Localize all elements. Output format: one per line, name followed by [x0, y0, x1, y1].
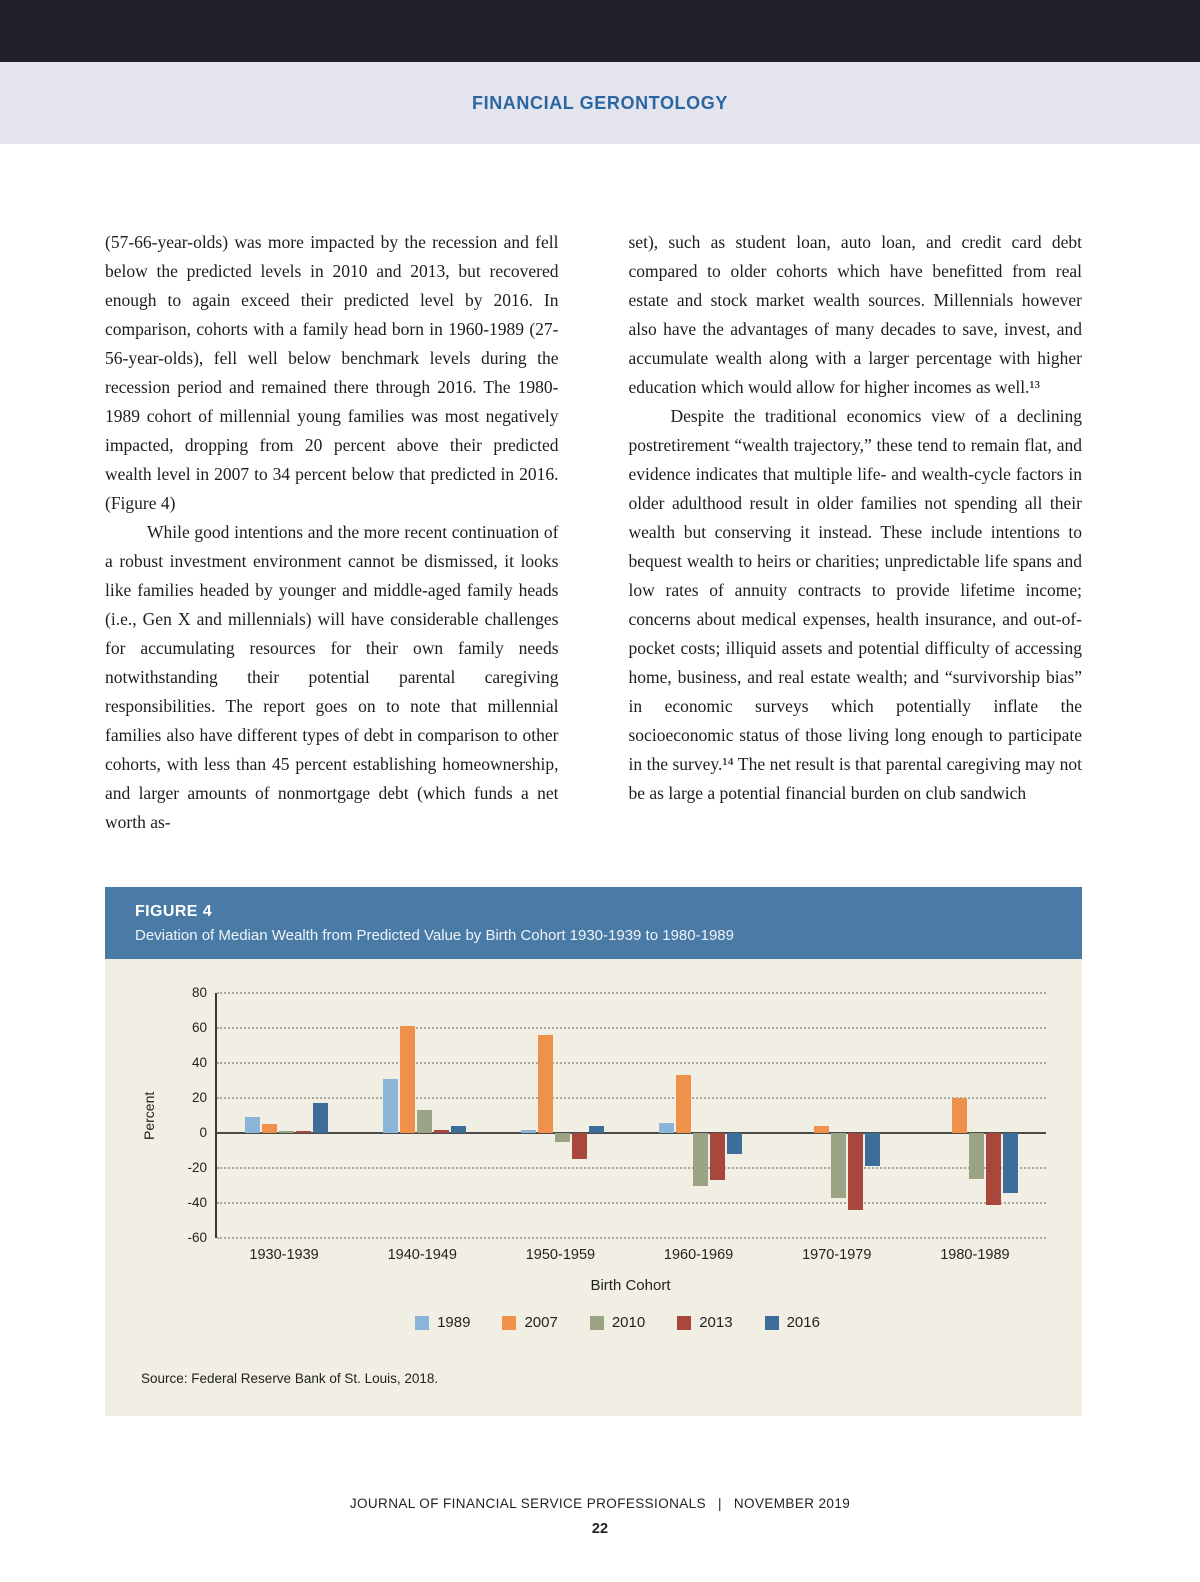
page-header-title: FINANCIAL GERONTOLOGY: [472, 92, 728, 113]
y-tick-label: 40: [191, 1055, 207, 1070]
bar-2010-1970-1979: [831, 1133, 847, 1198]
x-tick-label: 1930-1939: [249, 1247, 319, 1263]
grid-line: [217, 1167, 1046, 1169]
figure-header: FIGURE 4 Deviation of Median Wealth from…: [105, 887, 1082, 959]
figure-title: Deviation of Median Wealth from Predicte…: [135, 927, 734, 944]
x-tick-label: 1970-1979: [802, 1247, 872, 1263]
article-body: (57-66-year-olds) was more impacted by t…: [105, 228, 1082, 837]
bar-2016-1950-1959: [588, 1126, 604, 1133]
bar-2010-1940-1949: [416, 1110, 432, 1133]
legend-swatch: [764, 1315, 779, 1330]
page-footer: JOURNAL OF FINANCIAL SERVICE PROFESSIONA…: [0, 1496, 1200, 1537]
chart-legend: 1989 2007 2010 2013 2016: [141, 1314, 1046, 1331]
grid-line: [217, 1027, 1046, 1029]
x-tick-label: 1980-1989: [940, 1247, 1010, 1263]
bar-2010-1960-1969: [693, 1133, 709, 1186]
bar-1989-1940-1949: [382, 1078, 398, 1133]
legend-item-2016: 2016: [764, 1314, 820, 1331]
legend-item-2010: 2010: [589, 1314, 646, 1331]
plot-area: [215, 992, 1046, 1239]
zero-axis-line: [217, 1132, 1046, 1134]
grid-line: [217, 1097, 1046, 1099]
bar-2010-1930-1939: [278, 1131, 294, 1133]
y-tick-label: -20: [187, 1160, 207, 1175]
y-axis-tick-labels: 80 60 40 20 0 -20 -40 -60: [163, 985, 207, 1245]
bar-2007-1950-1959: [537, 1035, 553, 1133]
header-band: FINANCIAL GERONTOLOGY: [0, 62, 1200, 144]
grid-line: [217, 1062, 1046, 1064]
paragraph: Despite the traditional economics view o…: [628, 406, 1083, 803]
legend-item-2007: 2007: [502, 1314, 558, 1331]
bar-2013-1980-1989: [986, 1133, 1002, 1205]
bar-2016-1930-1939: [312, 1103, 328, 1133]
legend-item-2013: 2013: [677, 1314, 733, 1331]
bar-2007-1980-1989: [952, 1098, 968, 1133]
legend-item-1989: 1989: [415, 1314, 470, 1331]
bar-2013-1960-1969: [710, 1133, 726, 1181]
page-number: 22: [591, 1521, 609, 1537]
legend-swatch: [415, 1315, 430, 1330]
y-tick-label: 20: [191, 1090, 207, 1105]
y-tick-label: -40: [187, 1195, 207, 1210]
footer-journal-name: JOURNAL OF FINANCIAL SERVICE PROFESSIONA…: [349, 1496, 706, 1511]
figure-source: Source: Federal Reserve Bank of St. Loui…: [141, 1371, 439, 1386]
bar-2010-1980-1989: [969, 1133, 985, 1179]
x-axis-tick-labels: 1930-1939 1940-1949 1950-1959 1960-1969 1970…: [215, 1247, 1046, 1269]
bar-2016-1960-1969: [727, 1133, 743, 1154]
bar-2016-1940-1949: [450, 1126, 466, 1133]
bar-2007-1940-1949: [399, 1026, 415, 1133]
legend-label: 2007: [524, 1314, 558, 1331]
y-tick-label: 0: [199, 1125, 207, 1140]
bar-2010-1950-1959: [554, 1133, 570, 1142]
y-tick-label: 80: [191, 985, 207, 1000]
bar-1989-1930-1939: [244, 1117, 260, 1133]
right-column: set), such as student loan, auto loan, a…: [629, 228, 1083, 837]
y-tick-label: 60: [191, 1020, 207, 1035]
bar-chart: Percent 80 60 40 20 0 -20 -40 -60 1930-1939 1940…: [141, 985, 1046, 1269]
bar-2013-1940-1949: [433, 1129, 449, 1133]
legend-label: 2010: [611, 1314, 646, 1331]
bar-2007-1970-1979: [814, 1126, 830, 1133]
footer-issue: NOVEMBER 2019: [733, 1496, 851, 1511]
footer-line: JOURNAL OF FINANCIAL SERVICE PROFESSIONA…: [0, 1496, 1200, 1511]
figure-label: FIGURE 4: [135, 903, 212, 920]
bar-2007-1930-1939: [261, 1124, 277, 1133]
legend-label: 2013: [699, 1314, 733, 1331]
bar-2016-1980-1989: [1003, 1133, 1019, 1193]
legend-swatch: [589, 1315, 604, 1330]
left-column: (57-66-year-olds) was more impacted by t…: [105, 228, 559, 837]
bar-2013-1930-1939: [295, 1131, 311, 1133]
legend-label: 1989: [437, 1314, 471, 1331]
footer-separator: |: [717, 1496, 722, 1511]
legend-swatch: [502, 1315, 517, 1330]
grid-line: [217, 992, 1046, 994]
bar-2016-1970-1979: [865, 1133, 881, 1167]
top-bar: [0, 0, 1200, 62]
x-tick-label: 1950-1959: [525, 1247, 596, 1263]
chart-x-axis-label: Birth Cohort: [590, 1277, 671, 1294]
chart-y-axis-label: Percent: [141, 1091, 157, 1140]
paragraph: (57-66-year-olds) was more impacted by t…: [105, 232, 559, 513]
paragraph: set), such as student loan, auto loan, a…: [628, 232, 1083, 397]
paragraph: While good intentions and the more recen…: [105, 522, 559, 832]
bar-2007-1960-1969: [676, 1075, 692, 1133]
bar-1989-1950-1959: [520, 1129, 536, 1133]
bar-2013-1970-1979: [848, 1133, 864, 1210]
figure-body: Percent 80 60 40 20 0 -20 -40 -60 1930-1939 1940…: [105, 959, 1082, 1416]
x-tick-label: 1940-1949: [387, 1247, 457, 1263]
grid-line: [217, 1202, 1046, 1204]
legend-label: 2016: [786, 1314, 820, 1331]
legend-swatch: [677, 1315, 692, 1330]
figure-4: FIGURE 4 Deviation of Median Wealth from…: [105, 887, 1082, 1416]
x-tick-label: 1960-1969: [663, 1247, 734, 1263]
y-tick-label: -60: [187, 1230, 207, 1245]
grid-line: [217, 1237, 1046, 1239]
bar-1989-1960-1969: [659, 1122, 675, 1133]
bar-2013-1950-1959: [571, 1133, 587, 1160]
plot-wrap: 80 60 40 20 0 -20 -40 -60 1930-1939 1940-1949 195…: [163, 985, 1046, 1269]
